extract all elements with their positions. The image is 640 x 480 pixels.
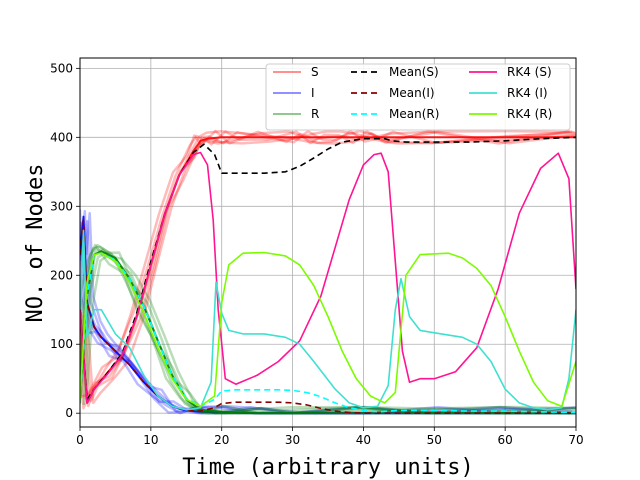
- legend-label-rk4-s: RK4 (S): [507, 65, 552, 79]
- x-tick-label: 20: [214, 433, 229, 447]
- series-r-realization: [80, 243, 570, 415]
- series-s-realization: [84, 130, 576, 405]
- series-s-realization: [80, 129, 573, 410]
- y-tick-label: 100: [50, 337, 73, 351]
- series-layer: [80, 129, 576, 415]
- legend-label-rk4-i: RK4 (I): [507, 86, 548, 100]
- legend-label-mean-s: Mean(S): [389, 65, 439, 79]
- legend-label-r: R: [311, 107, 319, 121]
- x-tick-label: 50: [427, 433, 442, 447]
- x-tick-label: 30: [285, 433, 300, 447]
- legend-label-s: S: [311, 65, 319, 79]
- series-rk4-i-line: [80, 229, 576, 411]
- series-mean-r-line: [80, 252, 576, 414]
- x-tick-label: 0: [76, 433, 84, 447]
- y-tick-label: 200: [50, 268, 73, 282]
- y-tick-label: 400: [50, 130, 73, 144]
- series-r-realization: [80, 248, 576, 415]
- x-axis-label: Time (arbitrary units): [182, 455, 473, 480]
- x-tick-label: 70: [568, 433, 583, 447]
- legend-label-rk4-r: RK4 (R): [507, 107, 552, 121]
- x-tick-label: 10: [143, 433, 158, 447]
- series-rk4-s-line: [80, 151, 576, 404]
- legend-label-mean-r: Mean(R): [389, 107, 439, 121]
- x-tick-label: 40: [356, 433, 371, 447]
- legend-label-mean-i: Mean(I): [389, 86, 435, 100]
- series-rk4-r-line: [80, 251, 576, 408]
- plot-frame: [79, 57, 577, 428]
- axis-ticks: 0 10 20 30 40 50 60 70 0 100 200 300 400 500: [50, 61, 584, 447]
- series-mean-i-line: [80, 219, 576, 414]
- x-tick-label: 60: [498, 433, 513, 447]
- series-mean-s-line: [80, 136, 576, 401]
- y-axis-label: NO. of Nodes: [23, 164, 48, 323]
- y-tick-label: 500: [50, 61, 73, 75]
- y-tick-label: 0: [65, 406, 73, 420]
- y-tick-label: 300: [50, 199, 73, 213]
- legend: SIR Mean(S) Mean(I) Mean(R) RK4 (S) RK4 (I) RK…: [265, 63, 571, 131]
- legend-label-i: I: [311, 86, 315, 100]
